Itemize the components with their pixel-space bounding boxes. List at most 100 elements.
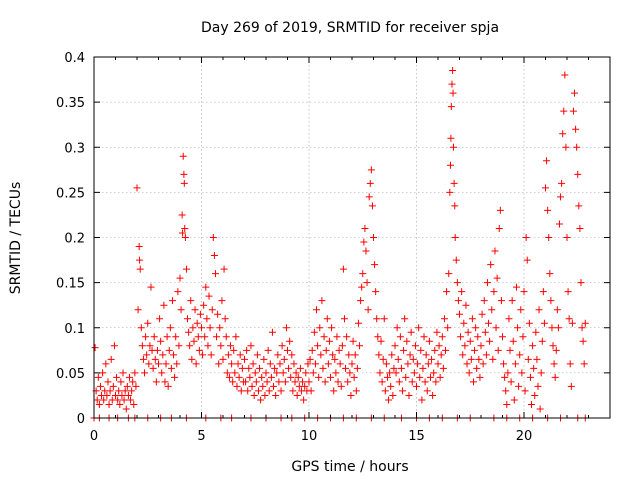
data-point: [521, 387, 529, 395]
data-point: [406, 351, 414, 359]
data-point: [580, 360, 588, 368]
data-point: [135, 243, 143, 251]
x-tick-label: 20: [516, 429, 533, 444]
y-axis-label: SRMTID / TECUs: [8, 182, 24, 295]
data-point: [335, 346, 343, 354]
data-point: [425, 337, 433, 345]
data-point: [342, 364, 350, 372]
data-point: [559, 130, 567, 138]
data-point: [548, 324, 556, 332]
data-point: [438, 333, 446, 341]
data-point: [221, 315, 229, 323]
data-point: [310, 328, 318, 336]
data-point: [522, 234, 530, 241]
data-point: [142, 333, 150, 341]
data-point: [287, 373, 295, 381]
data-point: [357, 297, 365, 305]
data-point: [218, 297, 226, 305]
data-point: [359, 270, 367, 278]
data-point: [123, 382, 131, 390]
data-point: [116, 400, 124, 408]
data-point: [284, 346, 291, 354]
data-point: [223, 369, 231, 377]
data-point: [558, 179, 566, 187]
data-point: [424, 360, 432, 368]
data-point: [149, 364, 157, 372]
data-point: [574, 170, 582, 178]
data-point: [136, 265, 144, 273]
data-point: [451, 202, 459, 210]
data-point: [391, 342, 399, 350]
data-point: [323, 315, 331, 323]
data-point: [139, 355, 147, 363]
data-point: [371, 261, 379, 269]
data-point: [485, 319, 493, 327]
data-point: [346, 369, 354, 377]
data-point: [305, 378, 313, 386]
data-point: [327, 373, 334, 381]
data-point: [422, 351, 430, 359]
data-point: [503, 400, 511, 408]
data-point: [242, 378, 250, 386]
data-point: [161, 378, 169, 386]
data-point: [502, 387, 510, 395]
data-point: [515, 382, 523, 390]
data-point: [322, 346, 330, 354]
x-axis-ticks: 0 5 10 15 20: [90, 57, 589, 444]
data-point: [488, 306, 496, 314]
data-point: [301, 382, 309, 390]
data-point: [267, 373, 275, 381]
data-point: [499, 333, 506, 341]
data-point: [340, 315, 348, 323]
data-point: [564, 288, 572, 296]
data-point: [164, 382, 172, 390]
data-point: [533, 355, 541, 363]
data-point: [263, 378, 271, 386]
data-point: [172, 333, 180, 341]
data-point: [449, 89, 457, 97]
data-point: [510, 396, 518, 404]
data-point: [390, 364, 398, 372]
data-point: [316, 324, 324, 332]
data-point: [259, 382, 267, 390]
data-point: [199, 351, 207, 359]
data-point: [289, 387, 297, 395]
data-point: [173, 360, 181, 368]
data-point: [352, 387, 360, 395]
data-point: [529, 342, 537, 350]
data-point: [204, 342, 212, 350]
data-point: [214, 310, 222, 318]
data-point: [124, 391, 132, 399]
data-point: [495, 224, 503, 232]
data-point: [411, 342, 419, 350]
data-point: [180, 179, 188, 187]
data-point: [490, 288, 498, 296]
data-point: [555, 220, 563, 228]
data-point: [228, 360, 236, 368]
data-point: [324, 360, 332, 368]
data-point: [224, 351, 232, 359]
data-point: [333, 333, 341, 341]
data-point: [461, 342, 469, 350]
data-point: [231, 369, 239, 377]
data-point: [462, 301, 470, 309]
data-point: [351, 351, 359, 359]
data-point: [561, 71, 569, 79]
x-tick-label: 10: [301, 429, 318, 444]
data-point: [190, 337, 198, 345]
data-point: [376, 369, 384, 377]
data-point: [315, 373, 323, 381]
data-point: [137, 324, 145, 332]
data-point: [143, 351, 151, 359]
data-point: [319, 364, 327, 372]
data-point: [179, 229, 187, 237]
data-point: [236, 351, 244, 359]
data-point: [413, 382, 420, 390]
data-point: [159, 351, 167, 359]
data-point: [349, 337, 357, 345]
data-point: [358, 283, 366, 291]
data-point: [353, 364, 361, 372]
data-point: [103, 391, 111, 399]
data-point: [486, 337, 494, 345]
data-point: [493, 274, 501, 282]
